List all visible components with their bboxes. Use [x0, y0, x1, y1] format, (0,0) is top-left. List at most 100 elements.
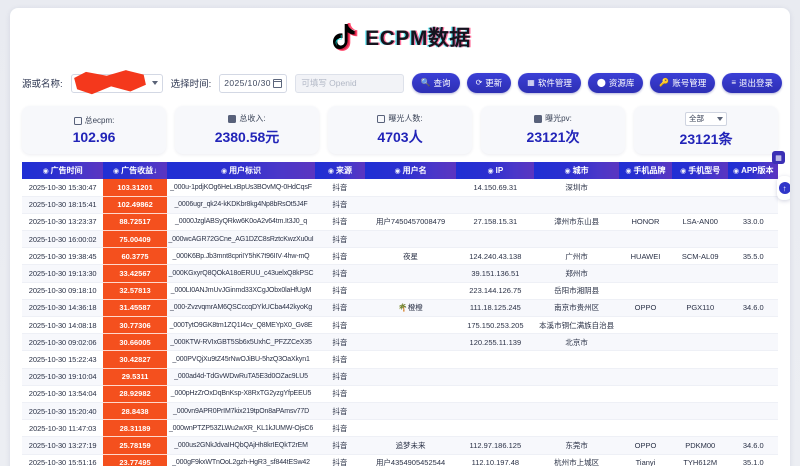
cell-appver: 34.6.0 [728, 299, 778, 318]
cell-uid: _000pHzZrOxDqBnKsp-X8RxTG2yzgYfpEEU5 [166, 385, 316, 403]
cell-time: 2025-10-30 14:36:18 [22, 299, 104, 318]
table-row[interactable]: 2025-10-30 09:18:10 32.57813 _000LI0ANJmUv… [22, 282, 778, 300]
cell-uname [364, 385, 457, 403]
page-title: ECPM数据 [365, 27, 471, 50]
toolbar-button-查询[interactable]: 🔍 查询 [411, 73, 460, 93]
stat-value: 23121条 [679, 130, 733, 147]
stat-label: 曝光pv: [534, 113, 572, 124]
cell-appver [728, 179, 778, 197]
calendar-icon[interactable] [273, 78, 283, 88]
cell-uname: 🌴橙橙 [364, 299, 457, 318]
table-row[interactable]: 2025-10-30 09:02:06 30.66005 _000KTW-RVIxG… [22, 333, 778, 352]
app-card: ECPM数据 源或名称: 选择时间: 2025/10/30 可填写 Openid… [10, 8, 790, 466]
cell-uid: _000ad4d-TdGvWDwRuTA5E3d0OZac9LU5 [166, 368, 316, 386]
toolbar-buttons: 🔍 查询 ⟳ 更新 ▦ 软件管理 ⬤ 资源库 🔑 账号管理 ≡ 退出登录 [411, 73, 782, 93]
cell-city [534, 419, 619, 438]
cell-ip: 175.150.253.205 [456, 316, 535, 335]
cell-time: 2025-10-30 13:23:37 [22, 213, 104, 232]
cell-city: 岳阳市湘阴县 [534, 282, 619, 300]
toolbar-button-label: 更新 [485, 78, 503, 88]
cell-city [534, 385, 619, 403]
column-header-label: 手机型号 [688, 166, 721, 175]
scroll-top-button[interactable]: ↑ [777, 176, 790, 200]
column-header-uname[interactable]: ◉ 用户名 [364, 162, 457, 179]
cell-appver [728, 264, 778, 283]
table-row[interactable]: 2025-10-30 13:54:04 28.92982 _000pHzZrOxDq… [22, 385, 778, 403]
cell-revenue: 29.5311 [103, 368, 167, 386]
toolbar-button-退出登录[interactable]: ≡ 退出登录 [722, 73, 782, 93]
cell-source: 抖音 [315, 402, 365, 421]
cell-uid: _000u-1pdjKOg6HeLxBpUs3BOvMQ-0HdCqsF [166, 179, 316, 197]
table-row[interactable]: 2025-10-30 16:00:02 75.00409 _000wcAGR72GC… [22, 230, 778, 249]
cell-source: 抖音 [315, 316, 365, 335]
toolbar: 源或名称: 选择时间: 2025/10/30 可填写 Openid 🔍 查询 ⟳ 更新… [10, 66, 790, 100]
toolbar-button-账号管理[interactable]: 🔑 账号管理 [650, 73, 716, 93]
table-row[interactable]: 2025-10-30 14:08:18 30.77306 _000TytO9GK8t… [22, 316, 778, 335]
cell-revenue: 31.45587 [103, 299, 167, 318]
source-select[interactable] [70, 70, 163, 95]
stat-filter-select[interactable]: 全部 [685, 111, 727, 126]
table-row[interactable]: 2025-10-30 15:22:43 30.42827 _000PVQjXu9tZ… [22, 350, 778, 369]
cell-source: 抖音 [315, 419, 365, 438]
city-icon: ◉ [564, 168, 571, 175]
cell-source: 抖音 [315, 282, 365, 300]
cell-source: 抖音 [315, 333, 365, 352]
column-header-city[interactable]: ◉ 城市 [534, 162, 619, 179]
cell-model: SCM-AL09 [671, 247, 729, 266]
column-header-appver[interactable]: ◉ APP版本 [728, 162, 778, 179]
cell-uid: _000TytO9GK8tm1ZQ1I4cv_Q8MEYpX0_Gv8E [166, 316, 316, 335]
cell-appver: 35.5.0 [728, 247, 778, 266]
keyword-input[interactable]: 可填写 Openid [295, 73, 404, 93]
table-row[interactable]: 2025-10-30 15:30:47 103.31201 _000u-1pdjKO… [22, 179, 778, 197]
column-header-revenue[interactable]: ◉ 广告收益↓ [103, 162, 167, 179]
column-header-model[interactable]: ◉ 手机型号 [671, 162, 729, 179]
toolbar-button-资源库[interactable]: ⬤ 资源库 [587, 73, 644, 93]
column-header-source[interactable]: ◉ 来源 [315, 162, 365, 179]
cell-revenue: 28.31189 [103, 419, 167, 438]
cell-brand [618, 179, 672, 197]
table-row[interactable]: 2025-10-30 19:10:04 29.5311 _000ad4d-TdGvW… [22, 368, 778, 386]
cell-uname [364, 196, 457, 214]
column-header-ip[interactable]: ◉ IP [456, 162, 535, 179]
cell-city: 漳州市东山县 [534, 213, 619, 232]
column-header-time[interactable]: ◉ 广告时间 [22, 162, 104, 179]
grid-icon[interactable]: ▦ [772, 151, 785, 164]
table-row[interactable]: 2025-10-30 15:20:40 28.8438 _000vn9APR0PrI… [22, 402, 778, 421]
column-header-uid[interactable]: ◉ 用户标识 [166, 162, 316, 179]
stat-label-text: 曝光人数: [388, 114, 423, 123]
toolbar-button-软件管理[interactable]: ▦ 软件管理 [518, 73, 581, 93]
table-row[interactable]: 2025-10-30 15:51:16 23.77495 _000gF9kxWTnO… [22, 454, 778, 466]
chart-icon [73, 116, 82, 125]
cell-appver: 33.0.0 [728, 213, 778, 232]
cell-appver [728, 282, 778, 300]
table-row[interactable]: 2025-10-30 19:13:30 33.42567 _000KGxyrQ8QO… [22, 264, 778, 283]
table-row[interactable]: 2025-10-30 14:36:18 31.45587 _000-ZvzvqmrA… [22, 299, 778, 318]
cell-time: 2025-10-30 19:13:30 [22, 264, 104, 283]
cell-city: 北京市 [534, 333, 619, 352]
table-row[interactable]: 2025-10-30 18:15:41 102.49862 _0006ugr_qk2… [22, 196, 778, 214]
eye-icon [534, 114, 543, 123]
date-input[interactable]: 2025/10/30 [219, 73, 288, 93]
cell-model [671, 402, 729, 421]
table-row[interactable]: 2025-10-30 13:23:37 88.72517 _0000JzglABSy… [22, 213, 778, 232]
cell-ip [456, 385, 535, 403]
column-header-brand[interactable]: ◉ 手机品牌 [618, 162, 672, 179]
column-header-label: 手机品牌 [633, 166, 666, 175]
table-row[interactable]: 2025-10-30 11:47:03 28.31189 _000wnPTZP53Z… [22, 419, 778, 438]
cell-ip [456, 368, 535, 386]
cell-appver [728, 419, 778, 438]
tiktok-note-icon [329, 21, 359, 53]
cell-ip: 124.240.43.138 [456, 247, 535, 266]
cell-time: 2025-10-30 13:27:19 [22, 436, 104, 455]
table-row[interactable]: 2025-10-30 13:27:19 25.78159 _000us2GNkJdv… [22, 436, 778, 455]
cell-city [534, 350, 619, 369]
toolbar-button-更新[interactable]: ⟳ 更新 [466, 73, 512, 93]
cell-ip: 14.150.69.31 [456, 179, 535, 197]
cell-revenue: 60.3775 [103, 247, 167, 266]
table-body: 2025-10-30 15:30:47 103.31201 _000u-1pdjKO… [22, 179, 778, 466]
cell-uname [364, 316, 457, 335]
cell-appver [728, 402, 778, 421]
cell-uid: _000KGxyrQ8QOkA18oERUU_c43uelxQ8kPSC [166, 264, 316, 283]
table-row[interactable]: 2025-10-30 19:38:45 60.3775 _000K6Bp.Jb3mn… [22, 247, 778, 266]
cell-ip [456, 402, 535, 421]
